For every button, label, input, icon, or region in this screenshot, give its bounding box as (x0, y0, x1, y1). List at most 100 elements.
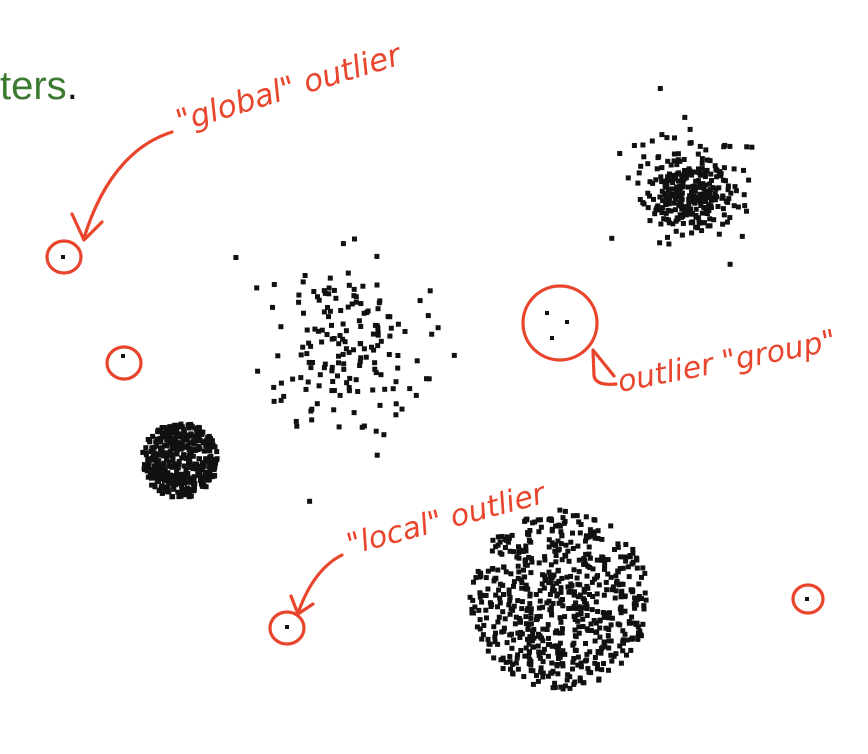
cluster-point (681, 209, 687, 215)
cluster-point (598, 650, 604, 656)
cluster-point (153, 454, 159, 460)
cluster-point (606, 638, 612, 644)
cluster-point (636, 581, 642, 587)
cluster-point (575, 612, 581, 618)
cluster-point (682, 114, 688, 120)
cluster-point (510, 671, 516, 677)
cluster-point (566, 558, 572, 564)
cluster-point (732, 184, 738, 190)
cluster-point (640, 565, 646, 571)
sparse-medium-cluster (233, 236, 457, 504)
outlier-point (61, 255, 65, 259)
cluster-point (214, 449, 220, 455)
cluster-point (502, 545, 508, 550)
cluster-point (527, 601, 533, 607)
cluster-point (674, 189, 680, 195)
cluster-point (526, 649, 532, 655)
cluster-point (639, 574, 644, 580)
cluster-point (657, 194, 663, 200)
cluster-point (689, 189, 694, 195)
cluster-point (333, 295, 339, 301)
cluster-point (489, 548, 495, 554)
cluster-point (508, 571, 514, 577)
cluster-point (718, 172, 724, 178)
cluster-point (501, 625, 507, 631)
cluster-point (658, 174, 664, 180)
cluster-point (327, 308, 333, 314)
cluster-point (552, 685, 558, 690)
cluster-point (563, 553, 569, 559)
cluster-point (478, 573, 484, 579)
cluster-point (595, 609, 601, 614)
cluster-point (671, 151, 677, 157)
cluster-point (525, 530, 530, 536)
cluster-point (520, 548, 526, 554)
cluster-point (565, 672, 571, 678)
cluster-point (529, 638, 535, 644)
cluster-point (304, 327, 310, 333)
cluster-point (197, 437, 203, 443)
cluster-point (587, 649, 593, 655)
cluster-point (693, 178, 699, 184)
cluster-point (625, 175, 631, 181)
cluster-point (314, 401, 320, 407)
cluster-point (668, 208, 674, 214)
cluster-point (179, 455, 185, 461)
cluster-point (517, 548, 523, 554)
cluster-point (290, 376, 296, 382)
cluster-point (721, 165, 727, 171)
cluster-point (572, 627, 578, 633)
cluster-point (166, 427, 172, 433)
cluster-point (341, 361, 347, 367)
cluster-point (548, 670, 554, 676)
cluster-point (542, 554, 548, 560)
cluster-point (270, 304, 275, 310)
cluster-point (330, 379, 336, 384)
cluster-point (609, 658, 615, 664)
cluster-point (541, 646, 547, 652)
global-arrow (82, 130, 174, 240)
cluster-point (197, 456, 202, 462)
cluster-point (521, 574, 527, 580)
cluster-point (702, 220, 707, 226)
cluster-point (681, 157, 687, 162)
cluster-point (665, 234, 670, 240)
cluster-point (606, 667, 611, 673)
cluster-point (562, 518, 568, 524)
outlier-points (61, 255, 809, 629)
cluster-point (605, 571, 611, 577)
cluster-point (612, 595, 618, 601)
cluster-point (688, 140, 694, 146)
cluster-point (337, 392, 343, 398)
cluster-point (528, 539, 534, 545)
cluster-point (703, 170, 709, 176)
cluster-point (608, 574, 614, 580)
cluster-point (578, 660, 584, 666)
cluster-point (591, 529, 597, 535)
cluster-point (472, 604, 478, 610)
cluster-point (517, 635, 523, 640)
cluster-point (596, 676, 602, 682)
cluster-point (180, 480, 186, 486)
cluster-point (186, 456, 192, 462)
cluster-point (304, 351, 310, 357)
outlier-group-point (550, 336, 554, 340)
cluster-point (173, 482, 179, 488)
cluster-point (695, 225, 701, 231)
cluster-point (574, 606, 580, 612)
cluster-point (692, 194, 698, 200)
cluster-point (706, 208, 712, 213)
cluster-point (451, 352, 457, 358)
cluster-point (160, 490, 165, 496)
cluster-point (212, 465, 218, 471)
cluster-point (562, 614, 568, 620)
cluster-point (524, 585, 530, 591)
cluster-point (565, 548, 571, 554)
cluster-point (691, 183, 697, 189)
cluster-point (529, 556, 534, 561)
cluster-point (294, 423, 300, 429)
cluster-point (351, 293, 357, 299)
cluster-point (382, 386, 388, 392)
cluster-point (148, 475, 154, 481)
cluster-point (530, 628, 536, 634)
